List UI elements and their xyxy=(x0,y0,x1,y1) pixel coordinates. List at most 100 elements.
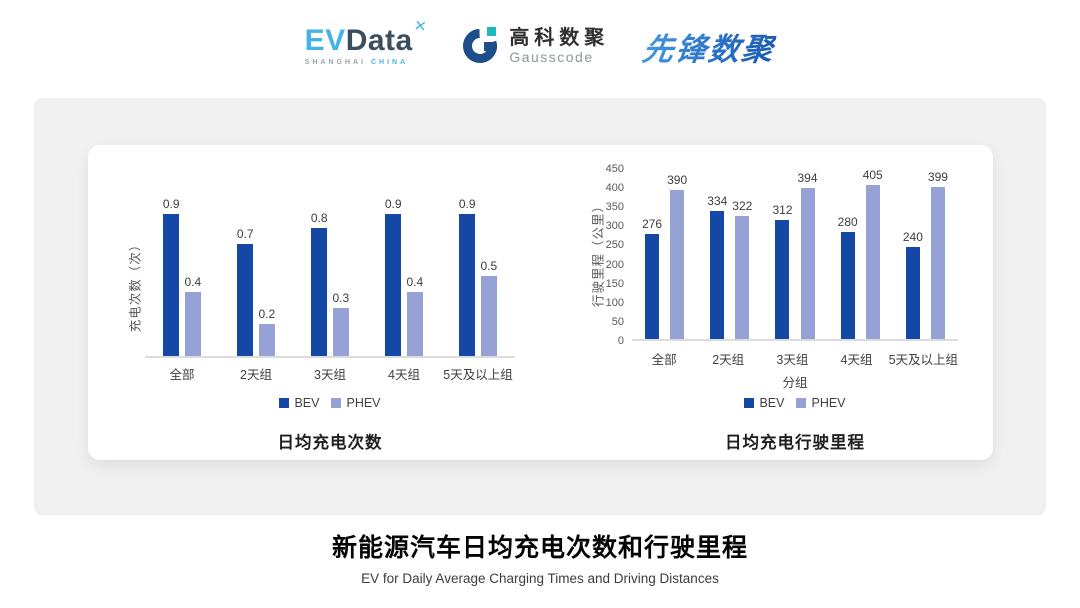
bar-with-label: 399 xyxy=(928,169,948,339)
category-label: 5天及以上组 xyxy=(888,353,959,367)
bar-with-label: 0.2 xyxy=(258,198,276,356)
legend-item-phev: PHEV xyxy=(796,396,846,410)
category-label: 全部 xyxy=(651,353,677,367)
bar-with-label: 0.9 xyxy=(459,198,476,356)
bar-value-label: 0.2 xyxy=(258,307,276,321)
bar-value-label: 0.9 xyxy=(162,197,180,211)
plot-area: 276 390 334 322 312 394 280 405 240 399 xyxy=(632,169,958,341)
bar-bev xyxy=(840,231,855,339)
y-tick-label: 250 xyxy=(605,239,624,252)
category-label: 4天组 xyxy=(840,353,873,367)
charts-card: 充电次数（次） 0.9 0.4 0.7 0.2 0.8 0.3 0.9 0.4 0.9 0.5 全… xyxy=(88,145,993,460)
evdata-subtitle-shanghai: SHANGHAI xyxy=(304,59,367,66)
main-title-en: EV for Daily Average Charging Times and … xyxy=(361,571,719,586)
bar-phev xyxy=(184,292,201,356)
bar-value-label: 0.8 xyxy=(310,211,328,225)
evdata-wordmark: EV Data ✕ xyxy=(304,17,428,57)
legend-swatch xyxy=(744,398,755,408)
legend-label: BEV xyxy=(759,396,785,410)
bar-value-label: 0.9 xyxy=(458,197,476,211)
y-axis-label: 充电次数（次） xyxy=(128,237,143,333)
bar-value-label: 312 xyxy=(772,202,793,217)
bar-value-label: 0.4 xyxy=(184,275,202,289)
plot-area: 0.9 0.4 0.7 0.2 0.8 0.3 0.9 0.4 0.9 0.5 xyxy=(145,198,515,358)
x-axis-categories: 全部 2天组 3天组 4天组 5天及以上组 xyxy=(632,349,958,368)
bar-group: 0.9 0.5 xyxy=(441,198,515,356)
bar-phev xyxy=(800,188,815,339)
bar-with-label: 312 xyxy=(772,169,793,339)
bar-bev xyxy=(905,247,920,339)
bar-phev xyxy=(865,185,880,339)
bar-phev xyxy=(735,215,750,339)
evdata-spark-icon: ✕ xyxy=(412,17,428,36)
bar-bev xyxy=(163,214,180,356)
bar-with-label: 0.3 xyxy=(332,198,350,356)
y-tick-label: 350 xyxy=(605,201,624,214)
y-tick-label: 0 xyxy=(617,335,624,347)
chart-daily-driving-distance: 行驶里程（公里） 0 50 100 150 200 250 300 350 400 450 276… xyxy=(540,145,992,460)
y-tick-label: 450 xyxy=(605,163,624,175)
bar-group: 0.7 0.2 xyxy=(219,198,293,356)
legend-swatch xyxy=(796,398,807,408)
bar-with-label: 334 xyxy=(707,169,727,339)
charts-panel: 充电次数（次） 0.9 0.4 0.7 0.2 0.8 0.3 0.9 0.4 0.9 0.5 全… xyxy=(34,98,1046,515)
bar-value-label: 405 xyxy=(862,168,883,182)
bar-with-label: 240 xyxy=(903,169,923,339)
logo-bar: EV Data ✕ SHANGHAI CHINA 高科数聚 Gausscode 先锋… xyxy=(0,0,1080,92)
bar-value-label: 394 xyxy=(797,171,818,186)
legend-label: BEV xyxy=(294,396,320,410)
bar-with-label: 280 xyxy=(838,169,858,339)
bar-with-label: 0.5 xyxy=(480,198,498,356)
legend-label: PHEV xyxy=(346,396,381,410)
bar-phev xyxy=(332,308,349,356)
bar-with-label: 0.7 xyxy=(237,198,254,356)
bar-bev xyxy=(237,244,254,356)
bar-with-label: 394 xyxy=(798,169,818,339)
bar-value-label: 399 xyxy=(927,169,948,184)
bar-group: 276 390 xyxy=(632,169,697,339)
bar-bev xyxy=(311,228,328,356)
evdata-ev-text: EV xyxy=(304,24,346,57)
y-tick-label: 300 xyxy=(605,220,624,233)
footer: 新能源汽车日均充电次数和行驶里程 EV for Daily Average Ch… xyxy=(0,528,1080,586)
bar-with-label: 0.9 xyxy=(163,198,180,356)
gausscode-name-cn: 高科数聚 xyxy=(509,26,610,49)
bar-bev xyxy=(385,214,402,356)
bar-group: 240 399 xyxy=(893,169,958,339)
x-axis-categories: 全部 2天组 3天组 4天组 5天及以上组 xyxy=(145,364,515,383)
legend-swatch xyxy=(331,398,342,408)
bar-value-label: 280 xyxy=(837,214,858,229)
bar-phev xyxy=(258,324,275,356)
bar-value-label: 240 xyxy=(902,230,923,245)
bar-phev xyxy=(930,186,945,339)
gausscode-logo: 高科数聚 Gausscode xyxy=(460,24,609,69)
bar-group: 0.9 0.4 xyxy=(145,198,219,356)
bar-bev xyxy=(459,214,476,356)
evdata-data-text: Data xyxy=(345,24,413,57)
bar-value-label: 0.9 xyxy=(384,197,402,211)
bar-group: 312 394 xyxy=(762,169,827,339)
y-tick-label: 150 xyxy=(605,277,624,290)
chart-title: 日均充电行驶里程 xyxy=(725,434,865,452)
y-tick-label: 100 xyxy=(605,296,624,309)
y-tick-label: 50 xyxy=(611,315,624,328)
bar-bev xyxy=(645,233,660,339)
y-tick-label: 400 xyxy=(605,182,624,195)
bar-value-label: 0.3 xyxy=(332,291,350,305)
bar-group: 0.8 0.3 xyxy=(293,198,367,356)
evdata-logo: EV Data ✕ SHANGHAI CHINA xyxy=(304,17,428,66)
bar-bev xyxy=(710,211,725,339)
evdata-subtitle-china: CHINA xyxy=(370,59,409,66)
bar-value-label: 276 xyxy=(642,216,663,231)
legend: BEV PHEV xyxy=(145,396,515,410)
bar-value-label: 334 xyxy=(707,194,728,209)
category-label: 全部 xyxy=(169,368,195,382)
bar-phev xyxy=(670,189,685,339)
evdata-subtitle: SHANGHAI CHINA xyxy=(305,59,427,66)
chart-daily-charging-times: 充电次数（次） 0.9 0.4 0.7 0.2 0.8 0.3 0.9 0.4 0.9 0.5 全… xyxy=(88,145,540,460)
y-axis-ticks: 0 50 100 150 200 250 300 350 400 450 xyxy=(580,163,624,347)
category-label: 4天组 xyxy=(388,368,420,382)
bar-value-label: 0.5 xyxy=(480,259,498,273)
main-title-cn: 新能源汽车日均充电次数和行驶里程 xyxy=(331,534,748,562)
bar-group: 0.9 0.4 xyxy=(367,198,441,356)
